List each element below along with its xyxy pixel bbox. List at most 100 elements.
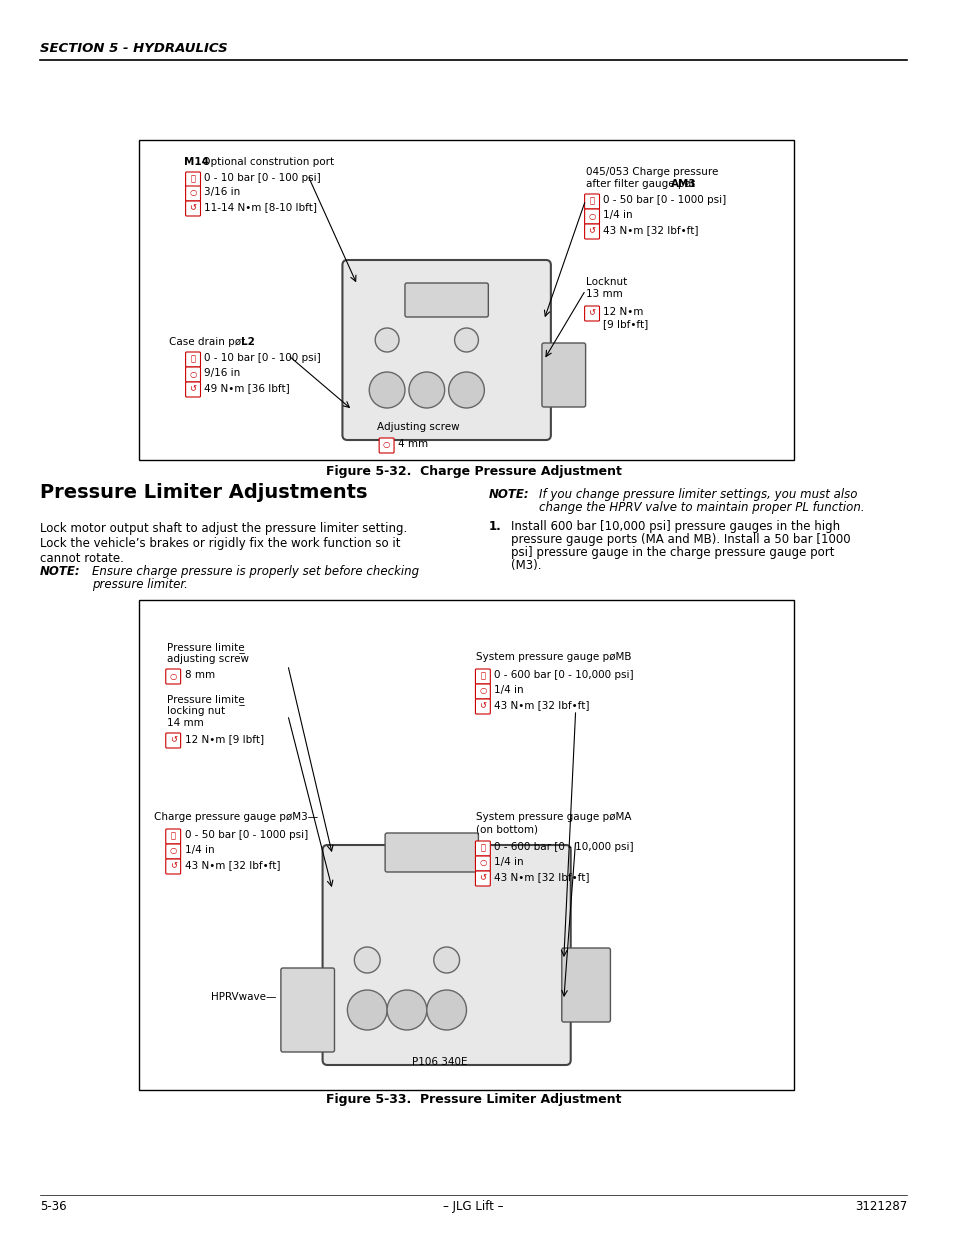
Text: SECTION 5 - HYDRAULICS: SECTION 5 - HYDRAULICS: [40, 42, 227, 56]
Text: ↺: ↺: [478, 701, 486, 710]
Text: ○: ○: [190, 189, 196, 198]
Text: ○: ○: [170, 846, 176, 856]
Text: System pressure gauge pøMA: System pressure gauge pøMA: [476, 811, 631, 823]
Text: 1.: 1.: [488, 520, 500, 534]
Text: Pressure Limiter Adjustments: Pressure Limiter Adjustments: [40, 483, 367, 501]
FancyBboxPatch shape: [166, 734, 180, 748]
FancyBboxPatch shape: [166, 829, 180, 844]
Text: Pressure limite̲: Pressure limite̲: [167, 694, 244, 705]
Text: 045/053 Charge pressure: 045/053 Charge pressure: [585, 167, 718, 177]
Circle shape: [409, 372, 444, 408]
Text: ↺: ↺: [478, 873, 486, 883]
Text: ⏻: ⏻: [191, 174, 195, 184]
FancyBboxPatch shape: [166, 844, 180, 860]
FancyBboxPatch shape: [475, 684, 490, 699]
Text: Case drain pøt: Case drain pøt: [169, 337, 248, 347]
Text: If you change pressure limiter settings, you must also: If you change pressure limiter settings,…: [538, 488, 857, 501]
FancyBboxPatch shape: [166, 669, 180, 684]
Circle shape: [387, 990, 426, 1030]
Text: ↺: ↺: [170, 736, 176, 745]
FancyBboxPatch shape: [186, 172, 200, 186]
FancyBboxPatch shape: [378, 438, 394, 453]
Text: pressure limiter.: pressure limiter.: [92, 578, 188, 592]
Circle shape: [426, 990, 466, 1030]
Text: ↺: ↺: [170, 862, 176, 871]
Text: locking nut: locking nut: [167, 706, 225, 716]
Text: (M3).: (M3).: [511, 559, 541, 572]
FancyBboxPatch shape: [561, 948, 610, 1023]
Text: after filter gauge pøt: after filter gauge pøt: [585, 179, 698, 189]
FancyBboxPatch shape: [404, 283, 488, 317]
Text: ⏻: ⏻: [480, 672, 485, 680]
Text: ⏻: ⏻: [171, 831, 175, 841]
Text: ⏻: ⏻: [480, 844, 485, 852]
Text: ↺: ↺: [588, 309, 595, 317]
Circle shape: [455, 329, 477, 352]
FancyBboxPatch shape: [541, 343, 585, 408]
Text: Charge pressure gauge pøM3—: Charge pressure gauge pøM3—: [153, 811, 317, 823]
Text: 11-14 N•m [8-10 lbft]: 11-14 N•m [8-10 lbft]: [204, 203, 317, 212]
Bar: [139, 600, 793, 1091]
FancyBboxPatch shape: [475, 841, 490, 856]
FancyBboxPatch shape: [475, 669, 490, 684]
Text: 0 - 10 bar [0 - 100 psi]: 0 - 10 bar [0 - 100 psi]: [204, 353, 321, 363]
Text: 1/4 in: 1/4 in: [603, 210, 633, 220]
Text: ○: ○: [382, 441, 390, 450]
FancyBboxPatch shape: [475, 856, 490, 871]
Text: ○: ○: [190, 369, 196, 378]
Circle shape: [434, 947, 459, 973]
Text: AM3: AM3: [670, 179, 696, 189]
FancyBboxPatch shape: [475, 699, 490, 714]
Text: Install 600 bar [10,000 psi] pressure gauges in the high: Install 600 bar [10,000 psi] pressure ga…: [511, 520, 840, 534]
Text: System pressure gauge pøMB: System pressure gauge pøMB: [476, 652, 631, 662]
Text: Lock motor output shaft to adjust the pressure limiter setting.
Lock the vehicle: Lock motor output shaft to adjust the pr…: [40, 522, 407, 564]
FancyBboxPatch shape: [584, 306, 598, 321]
Circle shape: [354, 947, 379, 973]
Text: 0 - 50 bar [0 - 1000 psi]: 0 - 50 bar [0 - 1000 psi]: [185, 830, 308, 840]
Text: Pressure limite̲: Pressure limite̲: [167, 642, 244, 653]
Text: P106 340E: P106 340E: [412, 1057, 467, 1067]
Circle shape: [375, 329, 398, 352]
Text: ⏻: ⏻: [191, 354, 195, 363]
Text: 1/4 in: 1/4 in: [494, 857, 523, 867]
Text: NOTE:: NOTE:: [488, 488, 528, 501]
Circle shape: [347, 990, 387, 1030]
Text: psi] pressure gauge in the charge pressure gauge port: psi] pressure gauge in the charge pressu…: [511, 546, 834, 559]
FancyBboxPatch shape: [322, 845, 570, 1065]
FancyBboxPatch shape: [186, 352, 200, 367]
Text: ○: ○: [478, 858, 486, 867]
Text: L2: L2: [241, 337, 254, 347]
FancyBboxPatch shape: [584, 224, 598, 240]
Text: Figure 5-33.  Pressure Limiter Adjustment: Figure 5-33. Pressure Limiter Adjustment: [325, 1093, 620, 1107]
Text: 13 mm: 13 mm: [585, 289, 621, 299]
Text: 43 N•m [32 lbf•ft]: 43 N•m [32 lbf•ft]: [494, 872, 589, 882]
Text: NOTE:: NOTE:: [40, 564, 80, 578]
FancyBboxPatch shape: [186, 186, 200, 201]
FancyBboxPatch shape: [475, 871, 490, 885]
Text: ↺: ↺: [190, 384, 196, 394]
Text: 0 - 10 bar [0 - 100 psi]: 0 - 10 bar [0 - 100 psi]: [204, 173, 321, 183]
FancyBboxPatch shape: [280, 968, 335, 1052]
Text: 1/4 in: 1/4 in: [494, 685, 523, 695]
Text: Figure 5-32.  Charge Pressure Adjustment: Figure 5-32. Charge Pressure Adjustment: [325, 466, 620, 478]
Text: 0 - 50 bar [0 - 1000 psi]: 0 - 50 bar [0 - 1000 psi]: [603, 195, 726, 205]
Text: ○: ○: [478, 687, 486, 695]
Text: ↺: ↺: [190, 204, 196, 212]
Text: Ensure charge pressure is properly set before checking: Ensure charge pressure is properly set b…: [92, 564, 419, 578]
FancyBboxPatch shape: [186, 201, 200, 216]
Text: [9 lbf•ft]: [9 lbf•ft]: [603, 319, 648, 329]
Text: ⏻: ⏻: [589, 196, 594, 205]
Text: adjusting screw: adjusting screw: [167, 655, 249, 664]
FancyBboxPatch shape: [584, 209, 598, 224]
Text: HPRVwave—: HPRVwave—: [212, 992, 276, 1002]
Text: 4 mm: 4 mm: [397, 438, 428, 450]
Text: 1/4 in: 1/4 in: [185, 845, 214, 855]
Text: change the HPRV valve to maintain proper PL function.: change the HPRV valve to maintain proper…: [538, 501, 863, 514]
Text: pressure gauge ports (MA and MB). Install a 50 bar [1000: pressure gauge ports (MA and MB). Instal…: [511, 534, 850, 546]
Text: ↺: ↺: [588, 226, 595, 236]
Text: (on bottom): (on bottom): [476, 824, 537, 834]
FancyBboxPatch shape: [584, 194, 598, 209]
Text: ○: ○: [170, 672, 176, 680]
Bar: [139, 140, 793, 459]
Text: 43 N•m [32 lbf•ft]: 43 N•m [32 lbf•ft]: [494, 700, 589, 710]
